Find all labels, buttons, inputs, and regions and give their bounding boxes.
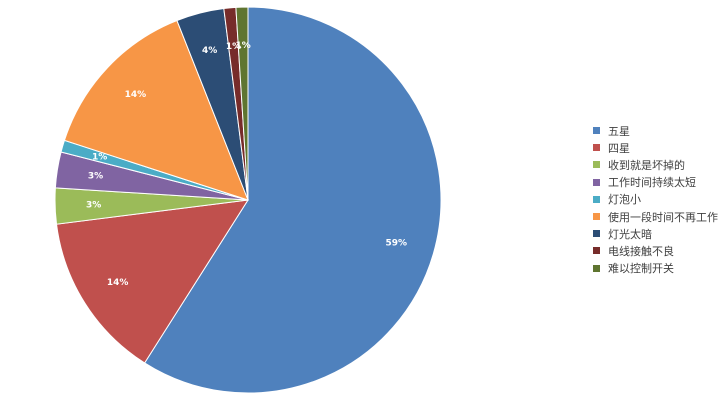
legend-label-7: 电线接触不良	[608, 244, 674, 258]
pie-data-label-6: 4%	[202, 46, 217, 56]
legend-swatch-0	[593, 127, 600, 135]
legend-label-8: 难以控制开关	[608, 262, 674, 276]
pie-data-label-5: 14%	[125, 90, 147, 100]
legend-item-6: 灯光太暗	[593, 225, 718, 242]
legend-swatch-4	[593, 195, 600, 203]
pie-slice-0	[143, 6, 442, 394]
legend-swatch-3	[593, 178, 600, 186]
legend-item-7: 电线接触不良	[593, 242, 718, 259]
pie-data-label-8: 1%	[236, 41, 251, 51]
pie-data-label-1: 14%	[107, 278, 129, 288]
pie-data-label-7: 1%	[226, 42, 241, 52]
legend-item-4: 灯泡小	[593, 191, 718, 208]
pie-data-labels: 59%14%3%3%1%14%4% 1%1%	[86, 41, 407, 288]
legend-item-8: 难以控制开关	[593, 260, 718, 277]
legend-label-1: 四星	[608, 141, 630, 155]
legend-item-0: 五星	[593, 122, 718, 139]
legend-item-3: 工作时间持续太短	[593, 174, 718, 191]
legend-swatch-1	[593, 144, 600, 152]
pie-data-label-0: 59%	[386, 239, 408, 249]
legend-item-5: 使用一段时间不再工作	[593, 208, 718, 225]
legend-label-6: 灯光太暗	[608, 227, 652, 241]
pie-slice-8	[235, 6, 249, 201]
legend-item-1: 四星	[593, 139, 718, 156]
pie-data-label-3: 3%	[88, 171, 103, 181]
legend: 五星四星收到就是坏掉的 工作时间持续太短 灯泡小使用一段时间不再工作 灯光太暗电线接触…	[593, 122, 718, 277]
legend-label-2: 收到就是坏掉的	[608, 158, 685, 172]
legend-label-5: 使用一段时间不再工作	[608, 210, 718, 224]
legend-swatch-7	[593, 247, 600, 255]
pie-slice-1	[55, 199, 249, 364]
pie-slice-5	[63, 19, 249, 201]
legend-swatch-5	[593, 213, 600, 221]
pie-data-label-2: 3%	[86, 200, 101, 210]
legend-label-0: 五星	[608, 124, 630, 138]
legend-swatch-8	[593, 264, 600, 272]
legend-label-3: 工作时间持续太短	[608, 176, 696, 190]
pie-slices	[54, 6, 442, 394]
legend-swatch-6	[593, 230, 600, 238]
pie-data-label-4: 1%	[92, 152, 107, 162]
legend-swatch-2	[593, 161, 600, 169]
legend-label-4: 灯泡小	[608, 193, 641, 207]
legend-item-2: 收到就是坏掉的	[593, 156, 718, 173]
